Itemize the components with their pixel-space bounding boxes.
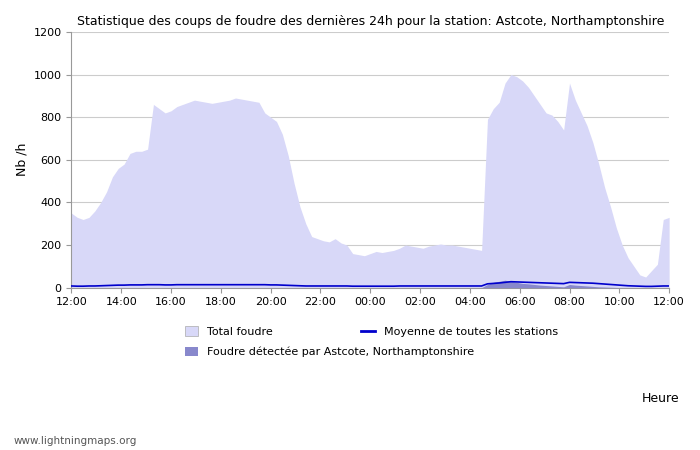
Y-axis label: Nb /h: Nb /h bbox=[15, 143, 28, 176]
Text: www.lightningmaps.org: www.lightningmaps.org bbox=[14, 436, 137, 446]
Title: Statistique des coups de foudre des dernières 24h pour la station: Astcote, Nort: Statistique des coups de foudre des dern… bbox=[76, 15, 664, 28]
Legend: Foudre détectée par Astcote, Northamptonshire: Foudre détectée par Astcote, Northampton… bbox=[185, 347, 474, 357]
Text: Heure: Heure bbox=[641, 392, 679, 405]
